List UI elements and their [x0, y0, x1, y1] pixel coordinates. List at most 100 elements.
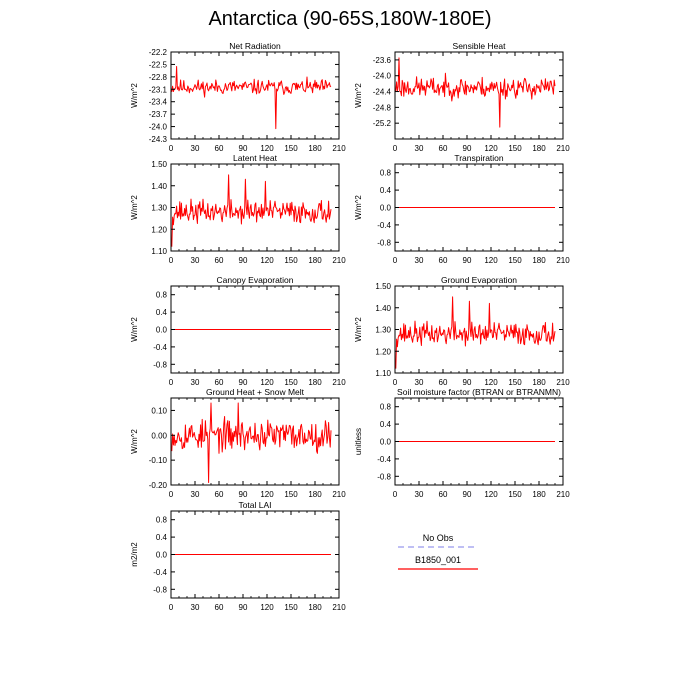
plot-frame	[170, 397, 340, 486]
y-tick-label: 1.10	[151, 247, 167, 256]
y-tick-label: 0.4	[156, 308, 168, 317]
x-tick-label: 210	[556, 256, 570, 265]
x-tick-label: 120	[260, 490, 274, 499]
x-tick-label: 150	[284, 144, 298, 153]
x-tick-label: 0	[169, 490, 174, 499]
x-tick-label: 60	[439, 144, 448, 153]
chart-panel-9: 0 30 60 90 120 150 180 210 0.8 0.4 0.0 -0.4 -0.8 Tota…	[130, 500, 346, 612]
chart-panel-3: 0 30 60 90 120 150 180 210 1.10 1.20 1.30 1.40 1.50 L…	[130, 153, 346, 265]
y-axis-label: unitless	[354, 428, 363, 455]
y-axis-label: W/m^2	[354, 195, 363, 220]
y-tick-label: 0.8	[156, 291, 168, 300]
x-tick-label: 0	[169, 256, 174, 265]
x-tick-label: 30	[415, 144, 424, 153]
panel-title: Ground Heat + Snow Melt	[206, 387, 305, 397]
y-axis-label: W/m^2	[130, 195, 139, 220]
x-tick-label: 150	[508, 144, 522, 153]
x-tick-label: 30	[191, 490, 200, 499]
y-tick-label: 1.40	[151, 182, 167, 191]
series-line	[171, 66, 332, 130]
chart-panel-1: 0 30 60 90 120 150 180 210 -22.2 -22.5 -22.8 -23.1 -…	[130, 41, 346, 153]
x-tick-label: 90	[239, 603, 248, 612]
x-tick-label: 30	[191, 256, 200, 265]
y-tick-label: -22.2	[149, 48, 168, 57]
x-tick-label: 30	[191, 378, 200, 387]
x-tick-label: 150	[284, 378, 298, 387]
x-tick-label: 210	[556, 490, 570, 499]
panel-title: Latent Heat	[233, 153, 278, 163]
x-tick-label: 180	[308, 378, 322, 387]
y-tick-label: -23.1	[149, 85, 168, 94]
plot-frame	[170, 51, 340, 140]
y-tick-label: 0.8	[380, 169, 392, 178]
panel-title: Transpiration	[454, 153, 504, 163]
x-tick-label: 90	[239, 256, 248, 265]
series-line	[395, 57, 556, 128]
x-tick-label: 210	[332, 490, 346, 499]
y-tick-label: 0.00	[151, 431, 167, 440]
panel-title: Sensible Heat	[453, 41, 507, 51]
panel-title: Net Radiation	[229, 41, 281, 51]
x-tick-label: 0	[169, 378, 174, 387]
x-tick-label: 180	[532, 256, 546, 265]
x-tick-label: 0	[393, 378, 398, 387]
panel-title: Ground Evaporation	[441, 275, 517, 285]
x-tick-label: 30	[191, 603, 200, 612]
y-tick-label: 1.20	[375, 347, 391, 356]
x-tick-label: 150	[508, 490, 522, 499]
series-line	[171, 174, 332, 247]
y-tick-label: -0.20	[149, 481, 168, 490]
x-tick-label: 120	[484, 144, 498, 153]
x-tick-label: 90	[463, 144, 472, 153]
y-tick-label: -25.2	[373, 119, 392, 128]
y-tick-label: 1.30	[375, 326, 391, 335]
panel-title: Soil moisture factor (BTRAN or BTRANMN)	[397, 387, 561, 397]
y-tick-label: 1.40	[375, 304, 391, 313]
y-tick-label: 0.8	[380, 403, 392, 412]
x-tick-label: 60	[215, 378, 224, 387]
chart-panel-6: 0 30 60 90 120 150 180 210 1.10 1.20 1.30 1.40 1.50 G…	[354, 275, 570, 387]
x-tick-label: 180	[308, 603, 322, 612]
x-tick-label: 0	[169, 144, 174, 153]
series-line	[171, 402, 332, 483]
x-tick-label: 90	[239, 144, 248, 153]
panel-title: Canopy Evaporation	[216, 275, 293, 285]
x-tick-label: 210	[332, 256, 346, 265]
y-tick-label: 1.50	[375, 282, 391, 291]
chart-panel-5: 0 30 60 90 120 150 180 210 0.8 0.4 0.0 -0.4 -0.8 Cano…	[130, 275, 346, 387]
x-tick-label: 180	[532, 378, 546, 387]
y-tick-label: -0.4	[153, 568, 167, 577]
y-tick-label: 0.0	[380, 438, 392, 447]
y-tick-label: -24.4	[373, 88, 392, 97]
x-tick-label: 210	[332, 378, 346, 387]
y-tick-label: -0.8	[153, 360, 167, 369]
x-tick-label: 180	[532, 144, 546, 153]
x-tick-label: 150	[284, 603, 298, 612]
y-tick-label: -0.4	[377, 221, 391, 230]
x-tick-label: 60	[215, 603, 224, 612]
y-tick-label: -23.4	[149, 98, 168, 107]
y-tick-label: 0.4	[380, 420, 392, 429]
x-tick-label: 60	[215, 256, 224, 265]
y-tick-label: -0.8	[153, 585, 167, 594]
y-tick-label: -22.5	[149, 60, 168, 69]
legend-label: B1850_001	[415, 555, 461, 565]
x-tick-label: 150	[508, 378, 522, 387]
x-tick-label: 30	[191, 144, 200, 153]
x-tick-label: 180	[308, 490, 322, 499]
y-tick-label: -0.4	[153, 343, 167, 352]
x-tick-label: 90	[239, 490, 248, 499]
x-tick-label: 120	[484, 378, 498, 387]
y-tick-label: 0.10	[151, 406, 167, 415]
chart-panel-4: 0 30 60 90 120 150 180 210 0.8 0.4 0.0 -0.4 -0.8 Tran…	[354, 153, 570, 265]
x-tick-label: 60	[439, 256, 448, 265]
panel-title: Total LAI	[238, 500, 271, 510]
y-tick-label: 0.4	[380, 186, 392, 195]
x-tick-label: 60	[215, 490, 224, 499]
y-tick-label: -0.10	[149, 456, 168, 465]
x-tick-label: 120	[260, 378, 274, 387]
x-tick-label: 210	[556, 378, 570, 387]
y-tick-label: 0.0	[380, 204, 392, 213]
x-tick-label: 120	[484, 256, 498, 265]
